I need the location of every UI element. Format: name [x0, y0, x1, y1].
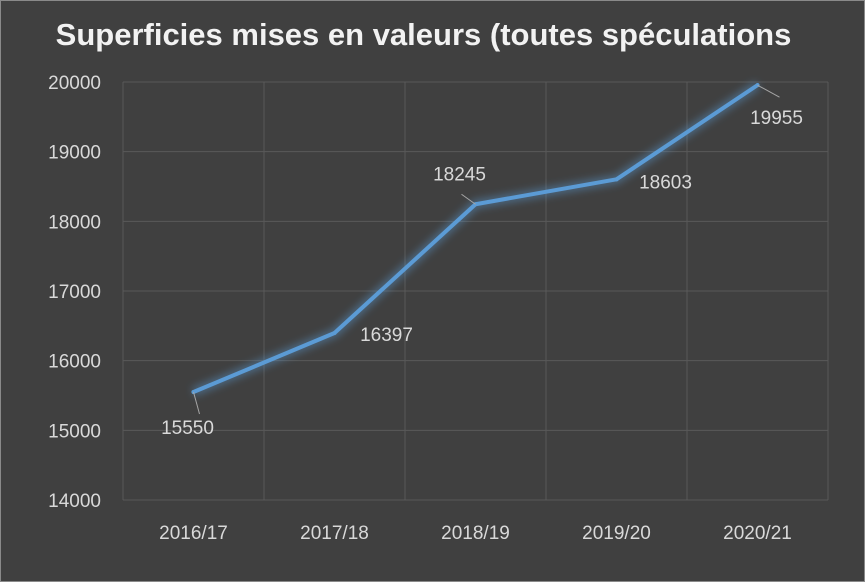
series-layer	[191, 81, 760, 397]
grid-layer	[122, 81, 829, 501]
x-tick-label: 2020/21	[723, 523, 792, 544]
data-point	[332, 331, 337, 336]
data-label-layer: 15550 16397 18245 18603 19955	[161, 84, 803, 439]
chart-title: Superficies mises en valeurs (toutes spé…	[55, 17, 792, 52]
series-line	[191, 83, 760, 395]
y-tick-label: 14000	[48, 491, 101, 512]
data-label-leader	[193, 391, 200, 415]
data-label: 18603	[639, 172, 692, 193]
data-label-leader	[461, 193, 476, 205]
y-tick-label: 19000	[48, 143, 101, 164]
data-point	[614, 177, 619, 182]
data-label: 16397	[360, 325, 413, 346]
x-tick-label: 2018/19	[441, 523, 510, 544]
data-label: 15550	[161, 418, 214, 439]
data-label: 19955	[750, 108, 803, 129]
x-tick-label: 2016/17	[159, 523, 228, 544]
axis-layer: 14000 15000 16000 17000 18000 19000 20000 2016/…	[48, 73, 792, 544]
x-tick-label: 2019/20	[582, 523, 651, 544]
data-label-leader	[757, 84, 780, 98]
data-label: 18245	[433, 164, 486, 185]
y-tick-label: 20000	[48, 73, 101, 94]
x-tick-label: 2017/18	[300, 523, 369, 544]
series-line-glow	[191, 81, 760, 397]
y-tick-label: 17000	[48, 282, 101, 303]
y-tick-label: 15000	[48, 421, 101, 442]
y-tick-label: 18000	[48, 212, 101, 233]
y-tick-label: 16000	[48, 352, 101, 373]
